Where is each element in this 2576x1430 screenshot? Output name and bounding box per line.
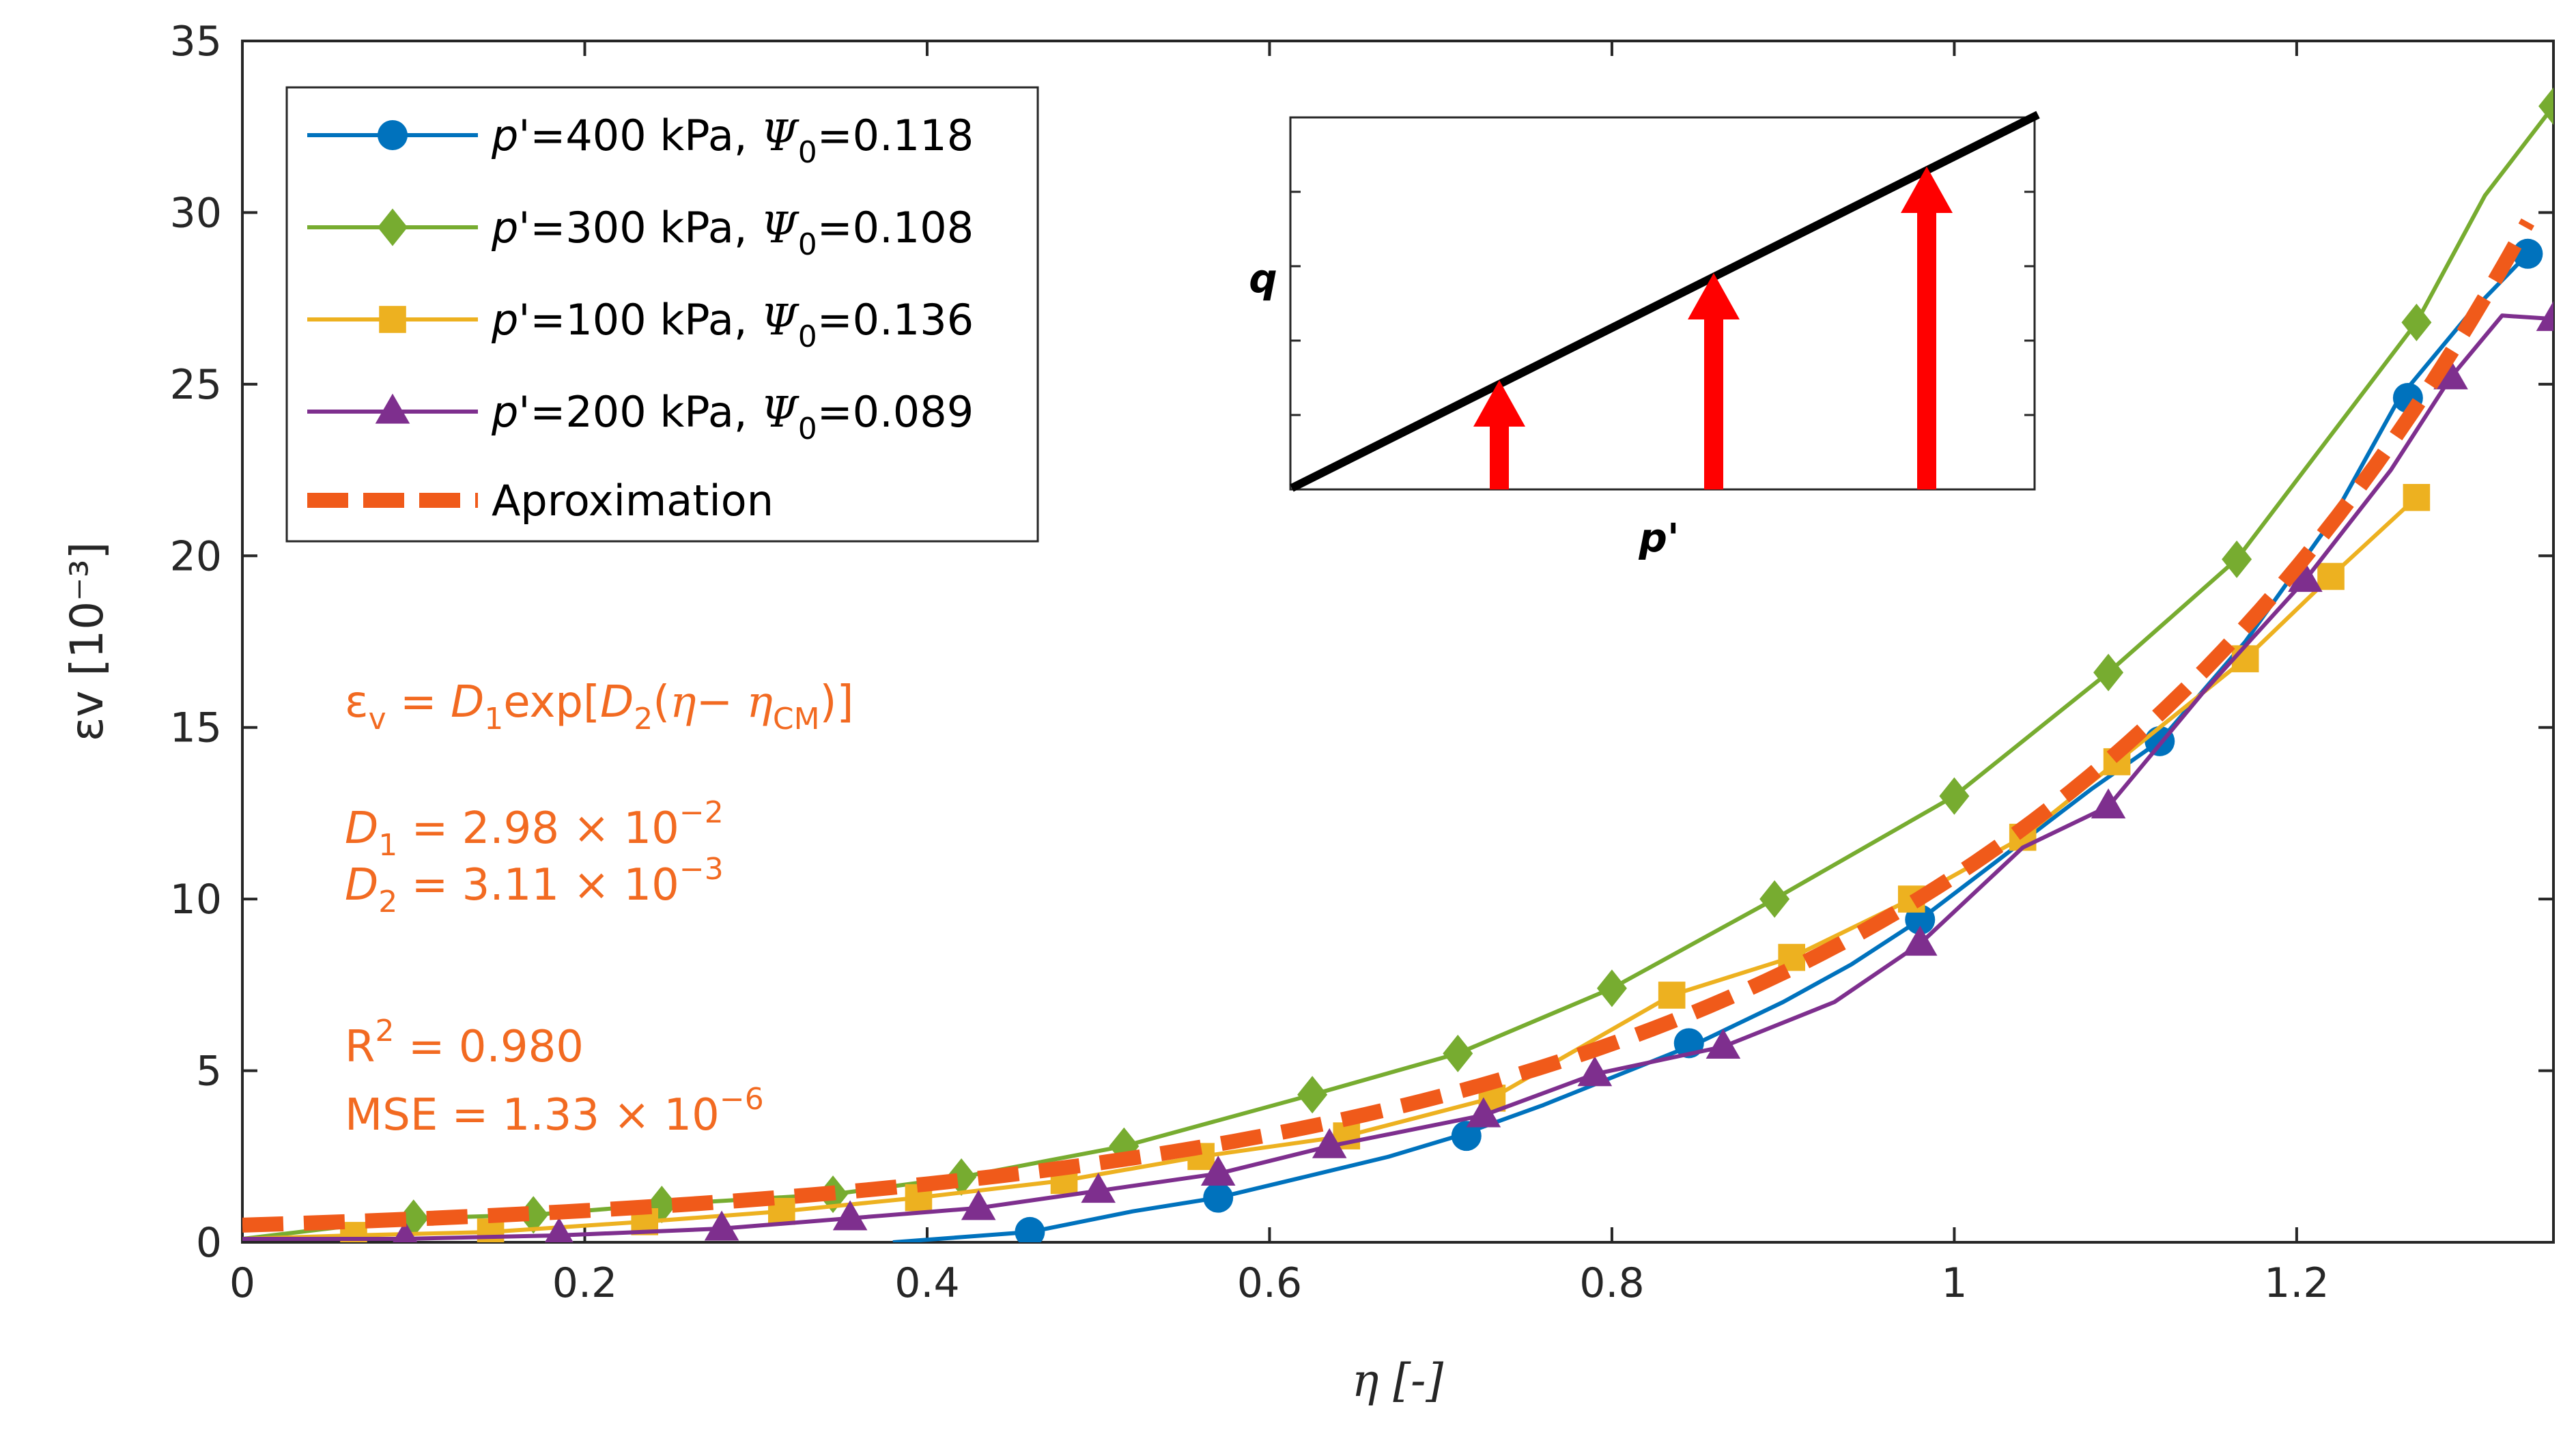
legend: p'=400 kPa, Ψ0=0.118 p'=300 kPa, Ψ0=0.108… — [285, 86, 1039, 543]
data-point — [1203, 1182, 1234, 1213]
legend-entry: p'=100 kPa, Ψ0=0.136 — [307, 295, 974, 354]
x-tick-label: 1.2 — [2264, 1259, 2329, 1307]
data-point — [1658, 982, 1686, 1009]
x-tick-label: 0.2 — [552, 1259, 617, 1307]
data-point — [1312, 1128, 1347, 1158]
legend-marker — [379, 306, 406, 333]
x-axis-ticks: 0 0.2 0.4 0.6 0.8 1 1.2 — [229, 41, 2330, 1307]
legend-label: p'=100 kPa, Ψ0=0.136 — [491, 295, 974, 354]
legend-entry: Aproximation — [307, 476, 774, 526]
y-tick-label: 5 — [196, 1048, 222, 1096]
data-point — [1939, 777, 1970, 815]
data-point — [2538, 87, 2553, 126]
legend-label: p'=300 kPa, Ψ0=0.108 — [491, 203, 974, 262]
x-tick-label: 0.6 — [1237, 1259, 1302, 1307]
y-tick-label: 15 — [170, 704, 222, 752]
legend-marker — [378, 208, 408, 246]
data-point — [1759, 880, 1790, 918]
legend-label: p'=400 kPa, Ψ0=0.118 — [491, 111, 974, 170]
data-point — [704, 1210, 739, 1241]
data-point — [832, 1200, 868, 1231]
data-point — [393, 1220, 418, 1242]
series-layer — [242, 87, 2553, 1242]
fit-equation: εv = D1exp[D2(η− ηCM)] — [345, 677, 853, 737]
data-point — [2222, 540, 2252, 578]
inset-arrow-2 — [1688, 273, 1740, 489]
data-point — [2288, 562, 2323, 592]
x-tick-label: 0 — [229, 1259, 255, 1307]
y-tick-label: 30 — [170, 189, 222, 237]
legend-entry: p'=200 kPa, Ψ0=0.089 — [307, 387, 974, 446]
data-point — [2536, 300, 2553, 331]
y-tick-label: 25 — [170, 361, 222, 409]
data-point — [1297, 1076, 1328, 1114]
data-point — [544, 1217, 574, 1242]
data-point — [2513, 238, 2543, 269]
legend-marker — [378, 120, 408, 150]
data-point — [2401, 303, 2432, 341]
inset-x-label: p' — [1638, 515, 1679, 561]
data-point — [1443, 1034, 1473, 1072]
data-point — [961, 1190, 996, 1220]
y-tick-label: 0 — [196, 1219, 222, 1267]
data-point — [2317, 562, 2345, 590]
y-tick-label: 20 — [170, 532, 222, 580]
x-axis-label: η [-] — [1352, 1354, 1444, 1407]
legend-box — [285, 86, 1039, 543]
data-point — [518, 1196, 549, 1234]
y-axis-label: εv [10⁻³] — [61, 542, 113, 742]
inset-arrow-1 — [1473, 380, 1525, 489]
inset-arrow-3 — [1901, 167, 1953, 489]
x-tick-label: 0.4 — [894, 1259, 959, 1307]
legend-entry: p'=300 kPa, Ψ0=0.108 — [307, 203, 974, 262]
inset-diagram: q p' — [1249, 111, 2040, 561]
data-point — [1451, 1121, 1482, 1152]
data-point — [2093, 653, 2124, 691]
series-line — [242, 313, 2553, 1241]
y-tick-label: 35 — [170, 18, 222, 66]
series-2 — [242, 484, 2431, 1242]
y-axis-ticks: 0 5 10 15 20 25 30 35 — [170, 18, 2553, 1267]
data-point — [2091, 788, 2126, 818]
data-point — [1902, 926, 1938, 956]
legend-label: Aproximation — [492, 476, 774, 526]
series-3 — [242, 300, 2553, 1242]
fit-d2: D2 = 3.11 × 10−3 — [345, 852, 724, 919]
x-tick-label: 1 — [1941, 1259, 1967, 1307]
series-line — [242, 496, 2418, 1241]
data-point — [1081, 1173, 1116, 1203]
fit-r2: R2 = 0.980 — [345, 1014, 584, 1072]
data-point — [1200, 1156, 1236, 1186]
fit-annotations: εv = D1exp[D2(η− ηCM)] D1 = 2.98 × 10−2 … — [345, 677, 853, 1141]
approximation-line — [242, 218, 2535, 1233]
data-point — [1705, 1028, 1741, 1059]
data-point — [2433, 359, 2468, 390]
data-point — [1596, 969, 1627, 1007]
fit-mse: MSE = 1.33 × 10−6 — [345, 1082, 764, 1141]
x-tick-label: 0.8 — [1579, 1259, 1644, 1307]
legend-label: p'=200 kPa, Ψ0=0.089 — [491, 387, 974, 446]
data-point — [1577, 1056, 1613, 1087]
data-point — [1466, 1097, 1501, 1128]
inset-y-label: q — [1249, 255, 1277, 302]
fit-d1: D1 = 2.98 × 10−2 — [345, 795, 724, 863]
data-point — [2403, 484, 2431, 511]
series-4 — [242, 218, 2535, 1233]
legend-marker — [375, 393, 410, 424]
data-point — [1015, 1216, 1045, 1242]
legend-entry: p'=400 kPa, Ψ0=0.118 — [307, 111, 974, 170]
inset-state-line — [1290, 111, 2040, 492]
y-tick-label: 10 — [170, 876, 222, 924]
